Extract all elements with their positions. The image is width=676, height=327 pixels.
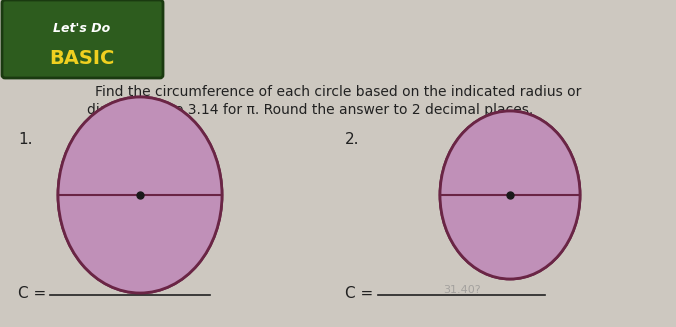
Ellipse shape <box>440 111 580 279</box>
Text: diameter. Use 3.14 for π. Round the answer to 2 decimal places.: diameter. Use 3.14 for π. Round the answ… <box>87 103 533 117</box>
Ellipse shape <box>440 111 580 279</box>
Text: 2.: 2. <box>345 132 360 147</box>
Text: 31.40?: 31.40? <box>443 285 481 295</box>
Text: Let's Do: Let's Do <box>53 22 111 35</box>
Text: 5 cm: 5 cm <box>510 156 541 168</box>
Text: C =: C = <box>345 285 373 301</box>
Ellipse shape <box>58 97 222 293</box>
Ellipse shape <box>58 97 222 293</box>
Text: C =: C = <box>18 285 46 301</box>
Text: Find the circumference of each circle based on the indicated radius or: Find the circumference of each circle ba… <box>95 85 581 99</box>
Text: BASIC: BASIC <box>49 48 115 67</box>
FancyBboxPatch shape <box>2 0 163 78</box>
Text: 1.: 1. <box>18 132 32 147</box>
Text: 8 cm: 8 cm <box>110 146 141 160</box>
